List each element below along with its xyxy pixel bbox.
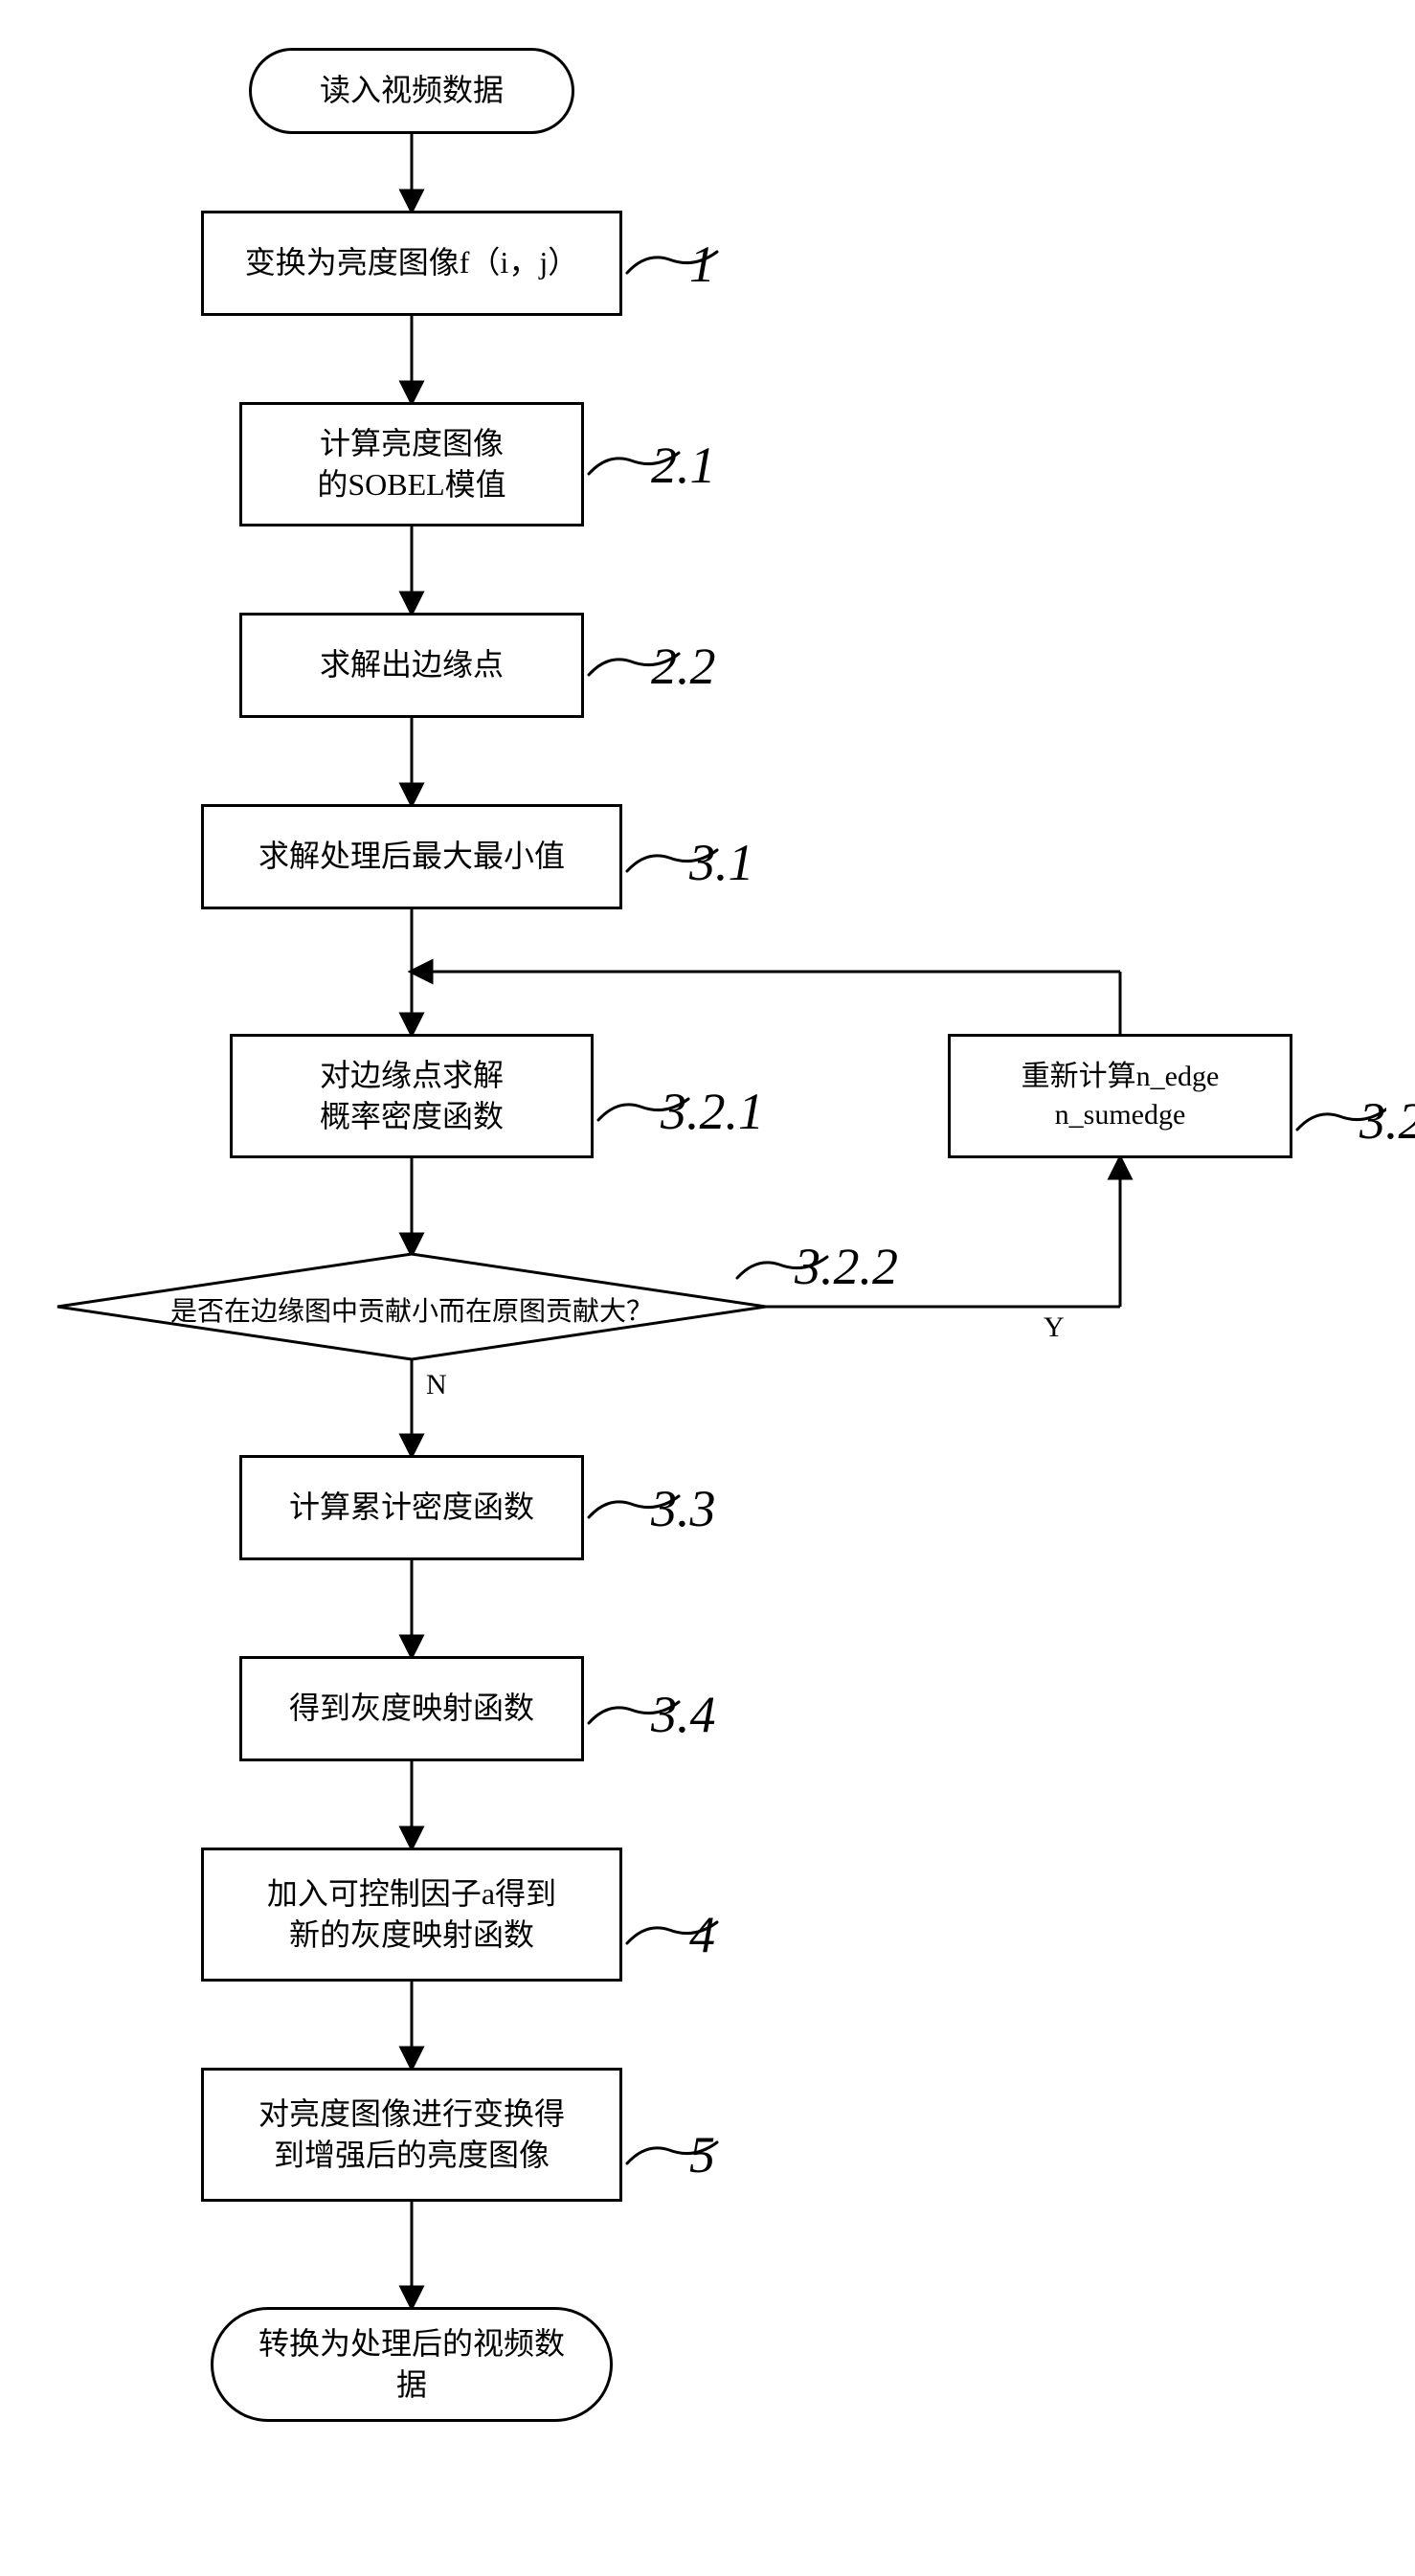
process-recalc-label: 重新计算n_edge n_sumedge <box>1022 1058 1220 1135</box>
annot-5: 5 <box>689 2125 715 2184</box>
process-3-4: 得到灰度映射函数 <box>239 1656 584 1761</box>
process-1: 变换为亮度图像f（i，j） <box>201 211 622 316</box>
edge-label-y: Y <box>1044 1311 1065 1344</box>
end-terminator: 转换为处理后的视频数 据 <box>211 2307 613 2422</box>
annot-3-3: 3.3 <box>651 1479 716 1538</box>
process-3-4-label: 得到灰度映射函数 <box>289 1688 534 1729</box>
process-recalc: 重新计算n_edge n_sumedge <box>948 1034 1292 1158</box>
process-2-1: 计算亮度图像 的SOBEL模值 <box>239 402 584 526</box>
process-4: 加入可控制因子a得到 新的灰度映射函数 <box>201 1848 622 1982</box>
annot-2-1: 2.1 <box>651 436 716 495</box>
decision-label: 是否在边缘图中贡献小而在原图贡献大？ <box>57 1290 766 1329</box>
process-3-2-1: 对边缘点求解 概率密度函数 <box>230 1034 594 1158</box>
process-4-label: 加入可控制因子a得到 新的灰度映射函数 <box>267 1873 556 1956</box>
process-5-label: 对亮度图像进行变换得 到增强后的亮度图像 <box>258 2094 565 2176</box>
annot-4: 4 <box>689 1905 715 1964</box>
start-terminator: 读入视频数据 <box>249 48 574 134</box>
process-1-label: 变换为亮度图像f（i，j） <box>245 242 578 283</box>
process-2-2-label: 求解出边缘点 <box>320 644 504 685</box>
flowchart-canvas: 读入视频数据 变换为亮度图像f（i，j） 1 计算亮度图像 的SOBEL模值 2… <box>29 29 1386 2547</box>
process-3-2-1-label: 对边缘点求解 概率密度函数 <box>320 1055 504 1137</box>
process-2-1-label: 计算亮度图像 的SOBEL模值 <box>317 423 505 505</box>
annot-3-2-3: 3.2.3 <box>1359 1091 1415 1151</box>
process-2-2: 求解出边缘点 <box>239 613 584 718</box>
process-3-3-label: 计算累计密度函数 <box>289 1487 534 1528</box>
process-5: 对亮度图像进行变换得 到增强后的亮度图像 <box>201 2068 622 2202</box>
end-label: 转换为处理后的视频数 据 <box>258 2323 565 2406</box>
annot-2-2: 2.2 <box>651 637 716 696</box>
start-label: 读入视频数据 <box>320 70 504 111</box>
annot-3-1: 3.1 <box>689 833 754 892</box>
process-3-1-label: 求解处理后最大最小值 <box>258 836 565 877</box>
edge-label-n: N <box>426 1369 447 1401</box>
annot-1: 1 <box>689 235 715 294</box>
annot-3-2-1: 3.2.1 <box>661 1082 764 1141</box>
process-3-3: 计算累计密度函数 <box>239 1455 584 1560</box>
annot-3-4: 3.4 <box>651 1685 716 1744</box>
annot-3-2-2: 3.2.2 <box>795 1237 898 1296</box>
decision-3-2-2: 是否在边缘图中贡献小而在原图贡献大？ <box>57 1254 766 1359</box>
process-3-1: 求解处理后最大最小值 <box>201 804 622 909</box>
